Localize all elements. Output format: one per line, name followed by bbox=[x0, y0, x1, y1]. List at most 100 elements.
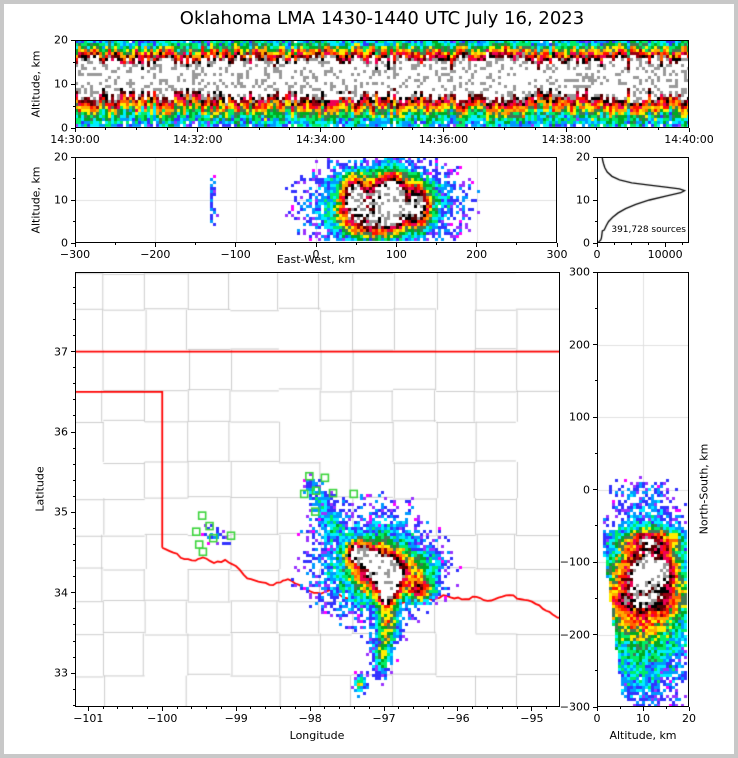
altitude-histogram-canvas bbox=[597, 157, 689, 243]
plan-view-map-y-minor-tick bbox=[73, 640, 75, 642]
north-south-x-tick-label: 20 bbox=[682, 712, 696, 725]
time-height-density-canvas bbox=[75, 40, 689, 128]
plan-view-map-y-minor-tick bbox=[73, 527, 75, 529]
north-south-y-tick-label: 0 bbox=[583, 483, 590, 496]
north-south-y-tick-label: 200 bbox=[569, 338, 590, 351]
time-height-x-minor-tick bbox=[596, 128, 598, 130]
east-west-x-minor-tick bbox=[436, 243, 437, 245]
plan-view-map-x-minor-tick bbox=[339, 707, 341, 709]
east-west-x-tick bbox=[74, 243, 76, 247]
north-south-y-tick-label: 100 bbox=[569, 410, 590, 424]
north-south-right-ylabel: North-South, km bbox=[697, 443, 711, 535]
east-west-y-tick bbox=[71, 199, 75, 201]
plan-view-map-x-tick-label: −98 bbox=[298, 712, 322, 725]
plan-view-map-y-tick-label: 37 bbox=[54, 345, 68, 359]
north-south-y-tick bbox=[593, 416, 597, 418]
plan-view-map-x-tick-label: −100 bbox=[147, 712, 178, 725]
map-xlabel: Longitude bbox=[289, 729, 345, 742]
altitude-histogram-x-minor-tick bbox=[647, 243, 649, 245]
east-west-x-tick-label: −100 bbox=[220, 248, 251, 261]
time-height-x-tick bbox=[688, 128, 690, 132]
plan-view-map-x-tick-label: −101 bbox=[73, 712, 104, 725]
plan-view-map-x-minor-tick bbox=[146, 707, 148, 709]
north-south-y-tick bbox=[593, 271, 597, 273]
plan-view-map-x-minor-tick bbox=[206, 707, 208, 709]
plan-view-map-x-minor-tick bbox=[102, 707, 104, 709]
plan-view-map-x-minor-tick bbox=[487, 707, 489, 709]
east-west-x-tick-label: 300 bbox=[546, 248, 568, 261]
time-height-x-tick-label: 14:32:00 bbox=[173, 133, 223, 146]
plan-view-map-y-minor-tick bbox=[73, 447, 75, 449]
north-south-x-tick bbox=[596, 707, 598, 711]
plan-view-map-y-tick bbox=[71, 431, 75, 433]
plan-view-map-x-minor-tick bbox=[442, 707, 444, 709]
north-south-y-tick bbox=[593, 489, 597, 490]
altitude-histogram-x-minor-tick bbox=[613, 243, 615, 245]
plan-view-map-x-minor-tick bbox=[220, 707, 222, 709]
plan-view-map-y-minor-tick bbox=[73, 286, 75, 288]
east-west-y-tick bbox=[71, 156, 75, 158]
north-south-y-minor-tick bbox=[595, 452, 597, 454]
time-height-x-minor-tick bbox=[657, 128, 659, 130]
east-west-y-tick bbox=[71, 242, 75, 244]
plan-view-map-y-minor-tick bbox=[73, 560, 75, 562]
time-height-x-tick-label: 14:30:00 bbox=[50, 133, 100, 146]
north-south-y-tick bbox=[593, 561, 597, 563]
east-west-x-minor-tick bbox=[275, 243, 277, 245]
north-south-x-tick-label: 10 bbox=[636, 712, 650, 725]
time-height-x-minor-tick bbox=[105, 128, 107, 130]
north-south-y-tick bbox=[593, 706, 597, 708]
plan-view-map-y-minor-tick bbox=[73, 367, 75, 369]
time-height-x-minor-tick bbox=[504, 128, 506, 130]
altitude-histogram-y-tick bbox=[593, 156, 597, 158]
plan-view-map-y-minor-tick bbox=[73, 302, 75, 304]
time-height-x-minor-tick bbox=[135, 128, 137, 130]
plan-view-map-x-tick-label: −99 bbox=[224, 712, 248, 725]
time-height-x-tick bbox=[74, 128, 76, 132]
north-south-x-tick bbox=[642, 707, 644, 711]
plan-view-map-x-minor-tick bbox=[413, 707, 415, 709]
east-west-x-tick bbox=[395, 243, 397, 247]
time-height-x-tick bbox=[565, 128, 567, 132]
east-west-ylabel: Altitude, km bbox=[29, 166, 43, 234]
altitude-histogram-x-tick bbox=[596, 243, 598, 247]
north-south-x-tick bbox=[688, 707, 690, 711]
plan-view-map-y-minor-tick bbox=[73, 399, 75, 401]
time-height-x-minor-tick bbox=[258, 128, 260, 130]
east-west-x-tick-label: −200 bbox=[140, 248, 171, 261]
north-south-y-minor-tick bbox=[595, 307, 597, 309]
east-west-x-minor-tick bbox=[516, 243, 518, 245]
plan-view-map-y-minor-tick bbox=[73, 479, 75, 481]
plan-view-map-y-tick bbox=[71, 592, 75, 594]
east-west-x-tick bbox=[476, 243, 478, 247]
plan-view-map-x-tick-label: −95 bbox=[520, 712, 544, 725]
time-height-ylabel: Altitude, km bbox=[29, 50, 43, 118]
plan-view-map-x-tick bbox=[457, 707, 459, 711]
north-south-density-canvas bbox=[597, 272, 689, 707]
time-height-x-tick bbox=[442, 128, 444, 132]
time-height-y-minor-tick bbox=[73, 105, 75, 107]
north-south-x-minor-tick bbox=[665, 707, 667, 709]
east-west-x-tick-label: −300 bbox=[59, 248, 91, 261]
plan-view-map-x-minor-tick bbox=[546, 707, 548, 709]
east-west-y-tick-label: 0 bbox=[61, 236, 68, 250]
east-west-x-tick bbox=[556, 243, 558, 247]
plan-view-map-x-tick-label: −97 bbox=[372, 712, 396, 725]
north-south-x-tick-label: 0 bbox=[593, 712, 601, 725]
plan-view-map-x-tick bbox=[87, 707, 89, 711]
plan-view-map-y-minor-tick bbox=[73, 608, 75, 610]
figure-title: Oklahoma LMA 1430-1440 UTC July 16, 2023 bbox=[179, 8, 585, 29]
north-south-y-minor-tick bbox=[595, 380, 597, 382]
east-west-x-tick bbox=[315, 243, 317, 247]
east-west-y-minor-tick bbox=[73, 178, 75, 179]
east-west-x-tick-label: 100 bbox=[385, 248, 407, 261]
time-height-x-tick-label: 14:38:00 bbox=[541, 133, 591, 146]
east-west-x-minor-tick bbox=[195, 243, 196, 245]
time-height-y-minor-tick bbox=[73, 61, 75, 63]
plan-view-map-y-tick-label: 33 bbox=[54, 666, 68, 680]
north-south-x-minor-tick bbox=[619, 707, 621, 709]
time-height-x-minor-tick bbox=[473, 128, 475, 130]
time-height-y-tick bbox=[71, 127, 75, 129]
plan-view-map-y-minor-tick bbox=[73, 415, 75, 417]
